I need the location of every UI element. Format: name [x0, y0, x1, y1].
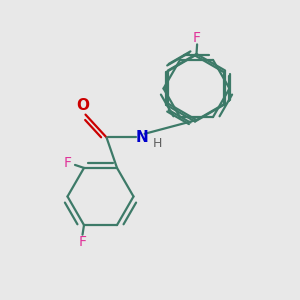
Text: O: O: [76, 98, 90, 112]
Text: F: F: [79, 236, 86, 250]
Text: N: N: [135, 130, 148, 145]
Text: F: F: [64, 155, 71, 170]
Text: H: H: [152, 137, 162, 150]
Text: F: F: [193, 31, 201, 44]
